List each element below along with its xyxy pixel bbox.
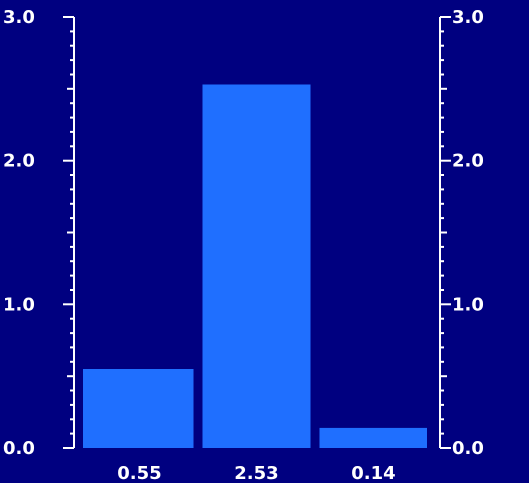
bar-3 bbox=[319, 427, 427, 448]
left-y-axis: 0.0 1.0 2.0 3.0 bbox=[3, 7, 75, 459]
right-y-tick-label: 2.0 bbox=[452, 151, 484, 172]
bars-group bbox=[83, 84, 427, 448]
right-y-tick-label: 0.0 bbox=[452, 438, 484, 459]
left-y-tick-label: 2.0 bbox=[3, 151, 35, 172]
x-category-label-1: 0.55 bbox=[117, 463, 161, 483]
left-y-tick-label: 3.0 bbox=[3, 7, 35, 28]
bar-2 bbox=[202, 84, 311, 448]
x-category-label-2: 2.53 bbox=[234, 463, 278, 483]
bar-1 bbox=[83, 369, 194, 448]
x-category-label-3: 0.14 bbox=[351, 463, 395, 483]
right-y-axis: 0.0 1.0 2.0 3.0 bbox=[439, 7, 484, 459]
right-y-tick-label: 1.0 bbox=[452, 294, 484, 315]
right-y-tick-label: 3.0 bbox=[452, 7, 484, 28]
x-category-labels: 0.55 2.53 0.14 bbox=[117, 463, 395, 483]
left-y-tick-label: 0.0 bbox=[3, 438, 35, 459]
left-y-tick-label: 1.0 bbox=[3, 294, 35, 315]
